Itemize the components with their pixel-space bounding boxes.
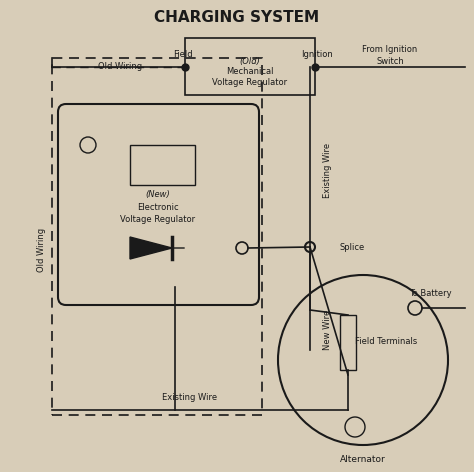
Text: Old Wiring: Old Wiring — [37, 228, 46, 272]
Bar — [52, 58, 262, 415]
Text: Field Terminals: Field Terminals — [355, 337, 417, 346]
Polygon shape — [130, 237, 172, 259]
Text: Splice: Splice — [340, 243, 365, 252]
Text: CHARGING SYSTEM: CHARGING SYSTEM — [155, 10, 319, 25]
Text: From Ignition: From Ignition — [363, 45, 418, 54]
Text: Voltage Regulator: Voltage Regulator — [120, 214, 196, 224]
Text: New Wire: New Wire — [323, 310, 332, 350]
Text: Alternator: Alternator — [340, 455, 386, 464]
Text: (New): (New) — [146, 191, 170, 200]
FancyBboxPatch shape — [185, 38, 315, 95]
Bar — [130, 145, 195, 185]
Text: Switch: Switch — [376, 58, 404, 67]
Text: Electronic: Electronic — [137, 202, 179, 211]
Bar — [340, 315, 356, 370]
Text: To Battery: To Battery — [409, 289, 451, 298]
FancyBboxPatch shape — [58, 104, 259, 305]
Text: Ignition: Ignition — [301, 50, 333, 59]
Text: (Old): (Old) — [239, 57, 260, 66]
Text: Existing Wire: Existing Wire — [163, 394, 218, 403]
Text: Existing Wire: Existing Wire — [323, 143, 332, 198]
Text: Old Wiring: Old Wiring — [98, 62, 142, 71]
Text: Field: Field — [173, 50, 193, 59]
Text: Mechanical: Mechanical — [226, 67, 274, 76]
Text: Voltage Regulator: Voltage Regulator — [212, 78, 288, 87]
